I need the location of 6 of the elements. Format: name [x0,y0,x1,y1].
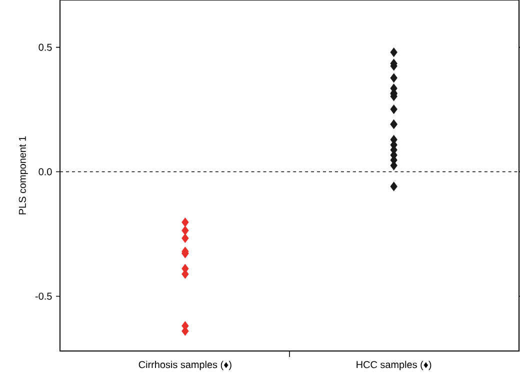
y-tick-label: -0.5 [35,292,52,300]
x-tick-label: HCC samples (♦) [356,360,432,370]
y-axis-title: PLS component 1 [18,136,28,214]
y-tick-label: 0.5 [38,44,52,51]
x-tick-label: Cirrhosis samples (♦) [138,360,232,370]
y-tick-label: 0.0 [38,168,52,176]
